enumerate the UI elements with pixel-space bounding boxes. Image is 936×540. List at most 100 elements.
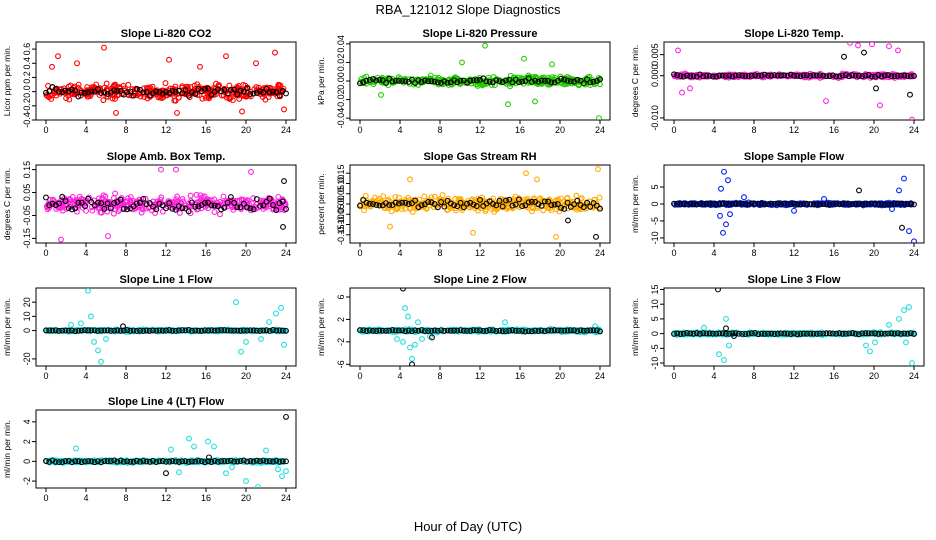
y-tick-label: 0.0	[22, 85, 32, 98]
panel-title: Slope Line 1 Flow	[120, 274, 213, 286]
y-tick-label: -0.10	[336, 214, 346, 235]
data-point	[49, 327, 56, 334]
x-tick-label: 20	[555, 125, 565, 135]
data-point	[159, 208, 166, 215]
data-point	[794, 72, 801, 79]
data-point	[429, 334, 435, 341]
data-point	[558, 195, 564, 202]
data-point	[98, 358, 104, 365]
y-tick-label: 0.05	[22, 184, 32, 202]
data-point	[700, 330, 707, 337]
data-point	[716, 351, 722, 358]
data-point	[387, 223, 393, 230]
data-points	[357, 288, 603, 366]
data-point	[133, 328, 140, 334]
data-point	[820, 330, 827, 337]
data-point	[224, 199, 231, 206]
data-point	[146, 200, 153, 206]
data-point	[95, 205, 102, 212]
data-point	[198, 327, 205, 334]
data-point	[124, 206, 131, 213]
data-point	[535, 78, 542, 85]
data-point	[709, 73, 716, 80]
data-point	[896, 187, 902, 194]
data-point	[100, 192, 107, 199]
data-point	[399, 78, 406, 84]
data-point	[509, 205, 516, 212]
data-point	[807, 73, 814, 79]
data-point	[477, 196, 483, 203]
data-point	[279, 473, 285, 480]
data-point	[229, 464, 235, 471]
data-point	[221, 327, 228, 334]
data-point	[878, 330, 885, 337]
x-tick-label: 0	[43, 125, 48, 135]
data-point	[65, 457, 72, 464]
data-point	[909, 360, 915, 366]
panel-title: Slope Li-820 CO2	[121, 28, 211, 40]
data-point	[727, 211, 733, 218]
y-tick-label: 0	[22, 328, 32, 333]
x-tick-label: 4	[711, 248, 716, 258]
data-point	[904, 330, 911, 337]
panel-title: Slope Line 2 Flow	[434, 274, 527, 286]
data-point	[761, 330, 768, 337]
data-point	[273, 207, 280, 213]
data-point	[234, 327, 241, 334]
data-point	[457, 77, 464, 84]
data-point	[114, 327, 121, 334]
data-point	[873, 85, 879, 92]
data-point	[163, 88, 169, 95]
data-point	[421, 77, 428, 84]
data-point	[490, 200, 496, 207]
data-point	[46, 88, 53, 95]
x-tick-label: 20	[555, 248, 565, 258]
x-tick-label: 24	[909, 371, 919, 381]
x-tick-label: 16	[201, 493, 211, 503]
data-point	[852, 330, 859, 337]
data-point	[402, 199, 409, 206]
data-point	[709, 201, 716, 208]
data-point	[567, 327, 574, 334]
data-point	[722, 72, 729, 79]
x-tick-label: 0	[671, 248, 676, 258]
data-point	[399, 199, 406, 206]
panel-3: Slope Li-820 Temp.0 4 8 12 16 20 24-0.0100.000…	[630, 28, 925, 135]
data-point	[111, 200, 118, 207]
data-point	[545, 198, 552, 205]
data-point	[244, 204, 251, 211]
data-point	[179, 83, 186, 90]
data-point	[206, 454, 212, 461]
data-point	[577, 196, 584, 203]
x-tick-label: 12	[789, 248, 799, 258]
data-point	[849, 72, 856, 79]
data-point	[199, 95, 206, 102]
data-point	[360, 79, 367, 86]
y-tick-label: 0.000	[650, 64, 660, 87]
data-point	[716, 200, 723, 207]
data-points	[671, 168, 917, 243]
data-point	[223, 470, 229, 477]
data-point	[535, 201, 542, 208]
x-tick-label: 16	[201, 371, 211, 381]
data-point	[804, 330, 810, 337]
data-point	[726, 342, 732, 349]
data-point	[467, 77, 474, 84]
data-point	[46, 458, 53, 465]
data-point	[159, 202, 166, 209]
data-point	[163, 205, 169, 212]
data-point	[279, 458, 286, 465]
data-point	[726, 72, 733, 79]
data-point	[247, 458, 254, 464]
data-point	[716, 330, 723, 337]
data-point	[399, 327, 406, 334]
data-point	[94, 199, 101, 206]
data-point	[813, 72, 820, 79]
data-point	[415, 201, 422, 207]
data-point	[65, 327, 72, 334]
data-point	[729, 201, 736, 207]
data-point	[218, 88, 225, 95]
data-point	[467, 327, 474, 334]
data-point	[684, 330, 690, 336]
